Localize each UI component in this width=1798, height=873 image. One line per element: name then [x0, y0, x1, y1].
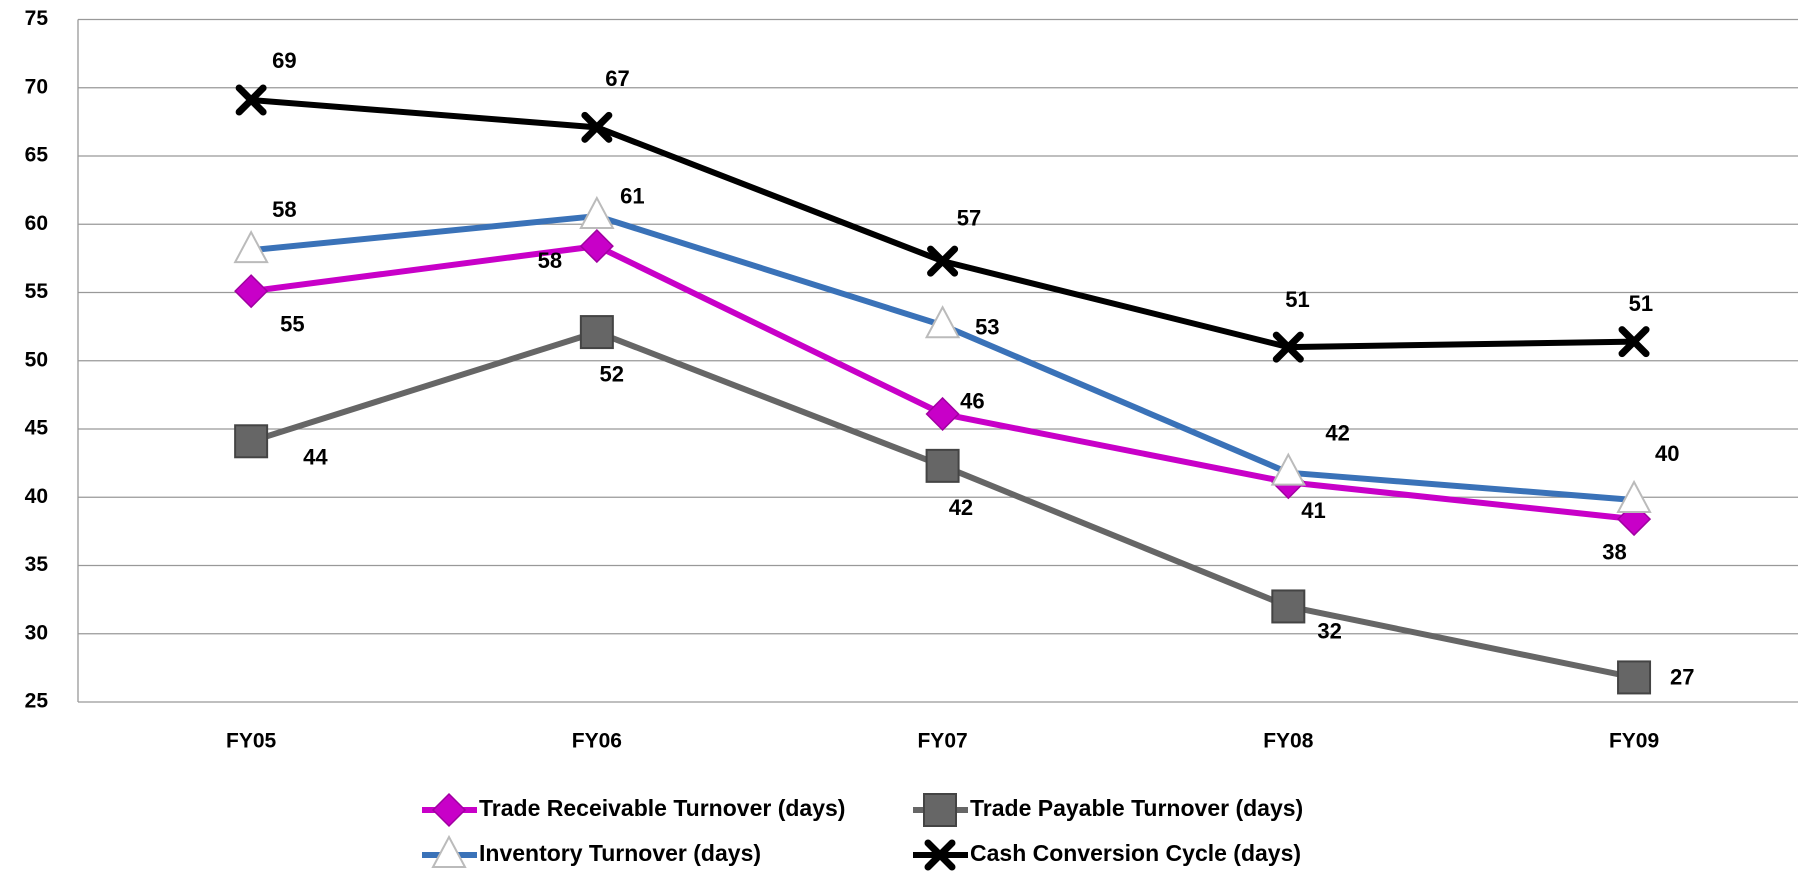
data-label: 61: [620, 184, 644, 209]
data-label: 58: [272, 197, 296, 222]
x-tick-label: FY08: [1263, 730, 1314, 753]
marker: [1618, 326, 1650, 358]
data-label: 27: [1670, 664, 1694, 689]
x-tick-label: FY09: [1609, 730, 1659, 753]
data-label: 32: [1317, 619, 1341, 644]
data-label: 55: [280, 311, 304, 336]
marker: [431, 834, 467, 868]
marker: [234, 274, 269, 309]
marker: [431, 792, 467, 828]
marker: [925, 448, 960, 483]
data-label: 38: [1602, 539, 1626, 564]
y-tick-label: 65: [25, 144, 49, 167]
data-label: 42: [1325, 421, 1349, 446]
marker-stroke: [1272, 331, 1304, 363]
marker: [924, 839, 956, 871]
marker: [581, 111, 613, 143]
legend-entry: Inventory Turnover (days): [422, 834, 761, 868]
marker: [579, 229, 614, 264]
marker-stroke: [235, 84, 267, 116]
y-tick-label: 40: [25, 485, 48, 508]
marker-stroke: [927, 245, 959, 277]
data-label: 51: [1629, 291, 1653, 316]
legend-entry: Cash Conversion Cycle (days): [913, 839, 1301, 871]
y-tick-label: 50: [25, 348, 48, 371]
marker: [923, 793, 957, 827]
marker: [233, 230, 269, 264]
marker: [234, 424, 269, 459]
data-label: 46: [960, 388, 984, 413]
series-line: [250, 329, 1635, 681]
data-label: 53: [975, 315, 999, 340]
data-label: 41: [1301, 498, 1325, 523]
legend-label: Inventory Turnover (days): [479, 840, 761, 866]
y-tick-label: 30: [25, 621, 48, 644]
marker: [579, 195, 615, 230]
marker: [1617, 660, 1652, 695]
marker-stroke: [581, 111, 613, 143]
legend-label: Trade Payable Turnover (days): [970, 795, 1303, 821]
marker: [924, 305, 961, 339]
data-label: 40: [1655, 441, 1679, 466]
data-label: 52: [600, 361, 624, 386]
y-tick-label: 70: [25, 75, 48, 98]
marker: [1270, 452, 1306, 486]
marker: [235, 84, 267, 116]
marker-stroke: [924, 839, 956, 871]
data-label: 67: [605, 66, 629, 91]
marker: [1616, 479, 1652, 513]
y-tick-label: 75: [25, 7, 49, 30]
y-tick-label: 55: [25, 280, 49, 303]
marker: [927, 245, 959, 277]
marker: [925, 396, 960, 432]
legend-label: Trade Receivable Turnover (days): [479, 795, 845, 821]
data-label: 44: [303, 444, 328, 469]
legend-entry: Trade Payable Turnover (days): [913, 793, 1303, 827]
legend-entry: Trade Receivable Turnover (days): [422, 792, 845, 828]
data-label: 51: [1285, 287, 1309, 312]
y-tick-label: 45: [25, 417, 49, 440]
marker: [1271, 589, 1306, 624]
data-label: 69: [272, 48, 296, 73]
data-label: 42: [949, 495, 973, 520]
y-tick-label: 60: [25, 212, 48, 235]
x-tick-label: FY06: [572, 730, 622, 753]
marker: [1272, 331, 1304, 363]
legend-label: Cash Conversion Cycle (days): [970, 840, 1301, 866]
marker-stroke: [1618, 326, 1650, 358]
x-tick-label: FY05: [226, 730, 277, 753]
x-tick-label: FY07: [917, 730, 967, 753]
data-label: 57: [957, 206, 981, 231]
y-tick-label: 25: [25, 690, 49, 713]
y-tick-label: 35: [25, 553, 49, 576]
data-label: 58: [538, 248, 562, 273]
marker: [579, 315, 614, 350]
